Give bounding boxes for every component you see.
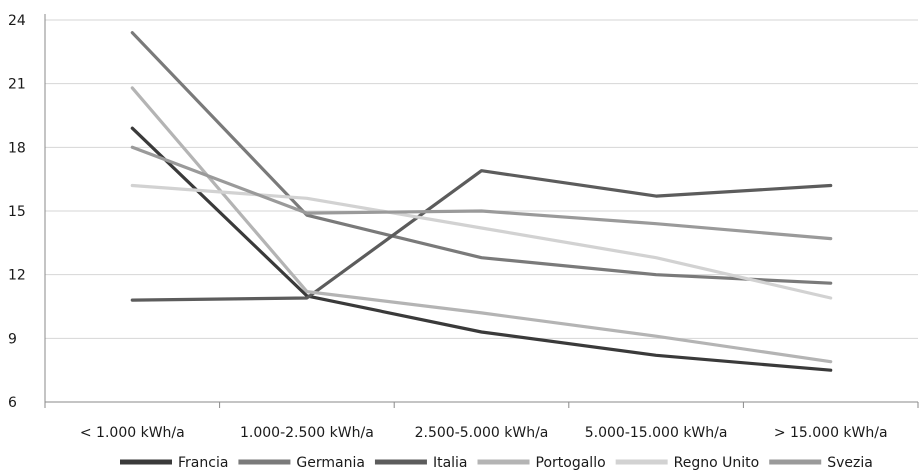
series-lines <box>130 31 833 372</box>
y-tick-label: 9 <box>8 331 17 347</box>
series-line-italia <box>130 169 833 302</box>
series-line-regno-unito <box>130 183 833 300</box>
axes <box>44 14 919 408</box>
x-tick-label: > 15.000 kWh/a <box>774 425 888 441</box>
y-tick-label: 6 <box>8 395 17 411</box>
y-tick-label: 21 <box>8 77 26 93</box>
legend-label-svezia: Svezia <box>827 455 873 471</box>
x-tick-label: 5.000-15.000 kWh/a <box>585 425 728 441</box>
y-tick-label: 15 <box>8 204 26 220</box>
legend-label-francia: Francia <box>178 455 228 471</box>
legend-label-germania: Germania <box>296 455 365 471</box>
y-tick-label: 12 <box>8 268 26 284</box>
y-tick-labels: 6 9 12 15 18 21 24 <box>8 13 26 411</box>
series-line-svezia <box>130 145 833 241</box>
series-line-francia <box>130 126 833 372</box>
legend: Francia Germania Italia Portogallo Regno Uni… <box>120 455 873 471</box>
x-tick-label: < 1.000 kWh/a <box>80 425 185 441</box>
series-line-portogallo <box>130 86 833 364</box>
x-tick-label: 2.500-5.000 kWh/a <box>415 425 549 441</box>
x-tick-labels: < 1.000 kWh/a 1.000-2.500 kWh/a 2.500-5.00… <box>80 425 888 441</box>
legend-label-italia: Italia <box>433 455 468 471</box>
grid-lines <box>45 19 918 339</box>
y-tick-label: 24 <box>8 13 26 29</box>
legend-label-portogallo: Portogallo <box>536 455 606 471</box>
series-line-germania <box>130 31 833 285</box>
y-tick-label: 18 <box>8 140 26 156</box>
x-tick-label: 1.000-2.500 kWh/a <box>240 425 374 441</box>
legend-label-regno-unito: Regno Unito <box>674 455 760 471</box>
